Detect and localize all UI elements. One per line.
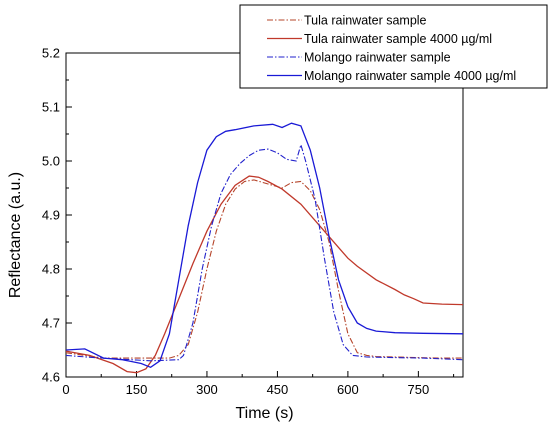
x-tick-label: 600 <box>337 382 359 397</box>
legend-label-2: Molango rainwater sample <box>304 51 451 65</box>
x-tick-label: 750 <box>408 382 430 397</box>
legend-label-1: Tula rainwater sample 4000 µg/ml <box>304 32 492 46</box>
plot-lines <box>65 122 464 374</box>
y-tick-label: 5.0 <box>42 154 60 169</box>
y-tick-label: 4.7 <box>42 316 60 331</box>
legend-label-3: Molango rainwater sample 4000 µg/ml <box>304 69 516 83</box>
series-line-0 <box>65 179 463 359</box>
series-line-3 <box>65 122 464 369</box>
legend-box <box>239 4 548 89</box>
y-tick-label: 4.9 <box>42 208 60 223</box>
y-tick-label: 4.8 <box>42 262 60 277</box>
x-tick-label: 300 <box>196 382 218 397</box>
y-tick-label: 5.1 <box>42 100 60 115</box>
legend: Tula rainwater sample Tula rainwater samp… <box>239 4 548 89</box>
x-axis-title: Time (s) <box>235 405 293 422</box>
series-line-1 <box>65 175 464 374</box>
x-tick-label: 150 <box>126 382 148 397</box>
axes: 0 150 300 450 600 750 4.6 4.7 4.8 4.9 5.0 5.1 5.2 Tim… <box>7 46 464 422</box>
x-tick-label: 0 <box>62 382 69 397</box>
y-tick-label: 5.2 <box>42 46 60 61</box>
legend-label-0: Tula rainwater sample <box>304 14 427 28</box>
y-tick-label: 4.6 <box>42 370 60 385</box>
y-axis-title: Reflectance (a.u.) <box>7 172 24 298</box>
series-line-2 <box>65 142 464 362</box>
x-tick-label: 450 <box>267 382 289 397</box>
